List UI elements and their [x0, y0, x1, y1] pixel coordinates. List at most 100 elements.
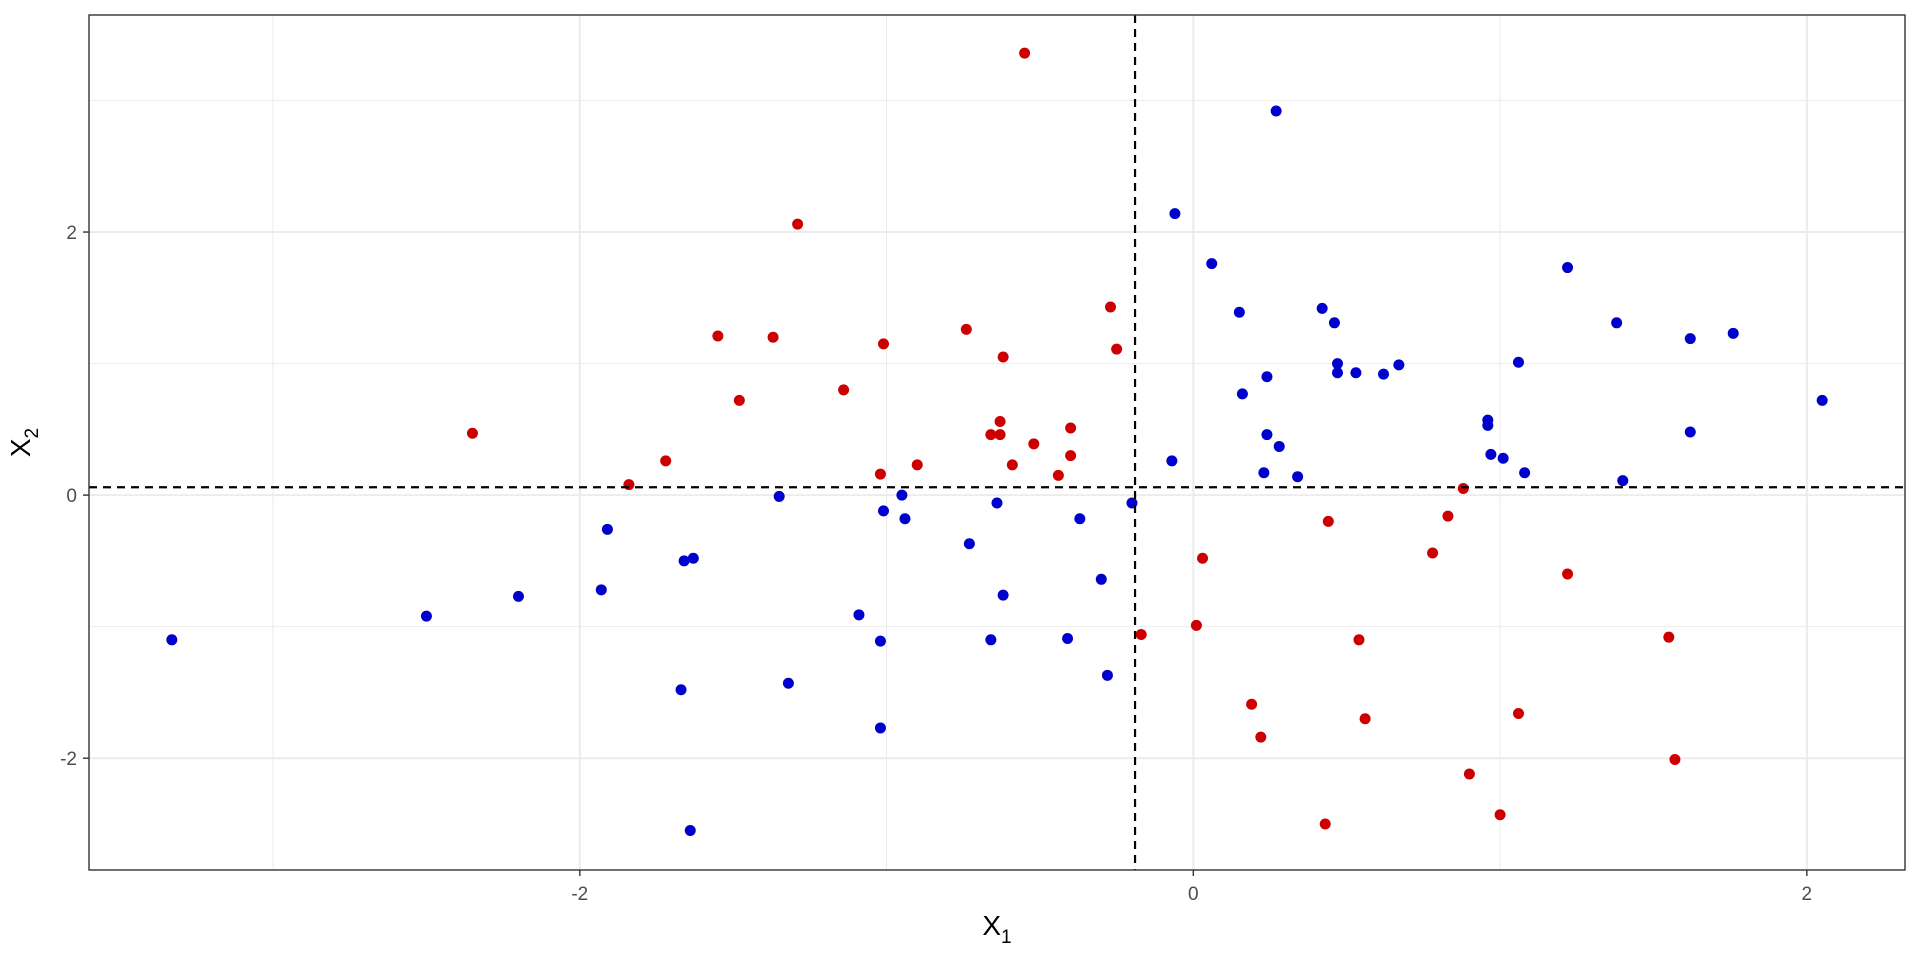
x-axis-title: X1: [982, 910, 1011, 948]
minor-gridlines: [89, 15, 1905, 870]
blue-data-point: [1332, 367, 1343, 379]
blue-data-point: [1258, 467, 1270, 479]
y-tick-label: 2: [66, 223, 77, 244]
blue-data-point: [1273, 440, 1285, 452]
red-data-point: [1442, 510, 1454, 522]
y-tick-label: 0: [66, 486, 77, 507]
blue-data-point: [1562, 262, 1574, 274]
red-data-point: [997, 351, 1009, 363]
red-data-point: [874, 468, 886, 480]
red-data-point: [1105, 301, 1116, 313]
red-data-point: [1463, 768, 1475, 780]
x-tick-label: 0: [1188, 884, 1199, 905]
blue-data-point: [420, 610, 432, 622]
red-data-point: [623, 479, 635, 491]
blue-data-point: [1485, 448, 1497, 460]
blue-data-point: [1617, 475, 1629, 487]
red-data-point: [1006, 459, 1018, 471]
blue-data-point: [678, 555, 690, 567]
blue-data-point: [1169, 208, 1181, 220]
red-data-point: [767, 331, 779, 343]
blue-data-point: [1270, 105, 1282, 117]
red-data-point: [1663, 631, 1675, 643]
blue-data-point: [601, 523, 613, 535]
blue-data-point: [1350, 367, 1362, 379]
blue-data-point: [899, 513, 911, 525]
blue-data-point: [896, 489, 908, 501]
blue-data-point: [1261, 429, 1273, 441]
blue-data-point: [853, 609, 865, 621]
blue-data-point: [1236, 388, 1248, 400]
red-data-point: [994, 429, 1006, 441]
red-data-point: [911, 459, 923, 471]
red-data-point: [1111, 343, 1123, 355]
x-tick-label: -2: [571, 884, 588, 905]
red-data-point: [878, 338, 889, 350]
blue-data-point: [1328, 317, 1340, 329]
red-data-point: [1427, 547, 1439, 559]
data-points: [166, 47, 1828, 837]
red-data-point: [1512, 707, 1524, 719]
blue-data-point: [782, 677, 794, 689]
red-data-point: [660, 455, 672, 467]
blue-data-point: [1074, 513, 1086, 525]
blue-data-point: [1101, 669, 1113, 681]
blue-data-point: [874, 722, 886, 734]
blue-data-point: [512, 590, 524, 602]
panel-border: [88, 14, 1906, 871]
blue-data-point: [1316, 302, 1328, 314]
blue-data-point: [1816, 394, 1828, 406]
red-data-point: [1190, 619, 1202, 631]
blue-data-point: [1512, 356, 1524, 368]
blue-data-point: [963, 538, 975, 550]
reference-lines: [89, 15, 1905, 870]
blue-data-point: [684, 825, 696, 837]
red-data-point: [733, 394, 745, 406]
blue-data-point: [595, 584, 607, 596]
red-data-point: [1197, 552, 1209, 564]
blue-data-point: [773, 490, 785, 502]
red-data-point: [1246, 698, 1258, 710]
red-data-point: [712, 330, 724, 342]
blue-data-point: [1292, 471, 1304, 483]
red-data-point: [1028, 438, 1040, 450]
blue-data-point: [874, 635, 886, 647]
blue-data-point: [1684, 333, 1696, 345]
y-axis-title-main: X: [5, 438, 36, 457]
blue-data-point: [1062, 632, 1074, 644]
red-data-point: [1353, 634, 1365, 646]
blue-data-point: [1482, 419, 1494, 431]
red-data-point: [792, 218, 804, 230]
blue-data-point: [878, 505, 889, 517]
red-data-point: [1019, 47, 1031, 59]
red-data-point: [1457, 483, 1469, 495]
blue-data-point: [687, 552, 699, 564]
x-axis-ticks: -2 0 2: [571, 870, 1812, 905]
blue-data-point: [991, 497, 1003, 509]
major-gridlines: [89, 15, 1905, 870]
red-data-point: [1065, 450, 1077, 462]
red-data-point: [1322, 515, 1334, 527]
blue-data-point: [1332, 358, 1343, 370]
red-data-point: [960, 323, 972, 335]
red-data-point: [838, 384, 850, 396]
y-axis-title: X2: [5, 428, 43, 457]
blue-data-point: [985, 634, 997, 646]
blue-data-point: [675, 684, 687, 696]
red-data-point: [1494, 809, 1506, 821]
red-data-point: [1135, 629, 1147, 641]
x-tick-label: 2: [1802, 884, 1813, 905]
red-data-point: [1359, 713, 1371, 725]
blue-data-point: [1261, 371, 1273, 383]
red-data-point: [1052, 469, 1064, 481]
red-data-point: [1669, 754, 1681, 766]
red-data-point: [994, 415, 1006, 427]
y-axis-title-subscript: 2: [22, 428, 43, 439]
red-data-point: [985, 429, 997, 441]
x-axis-title-subscript: 1: [1001, 927, 1012, 948]
red-data-point: [1065, 422, 1077, 434]
red-data-point: [1319, 818, 1331, 830]
blue-data-point: [1497, 452, 1509, 464]
